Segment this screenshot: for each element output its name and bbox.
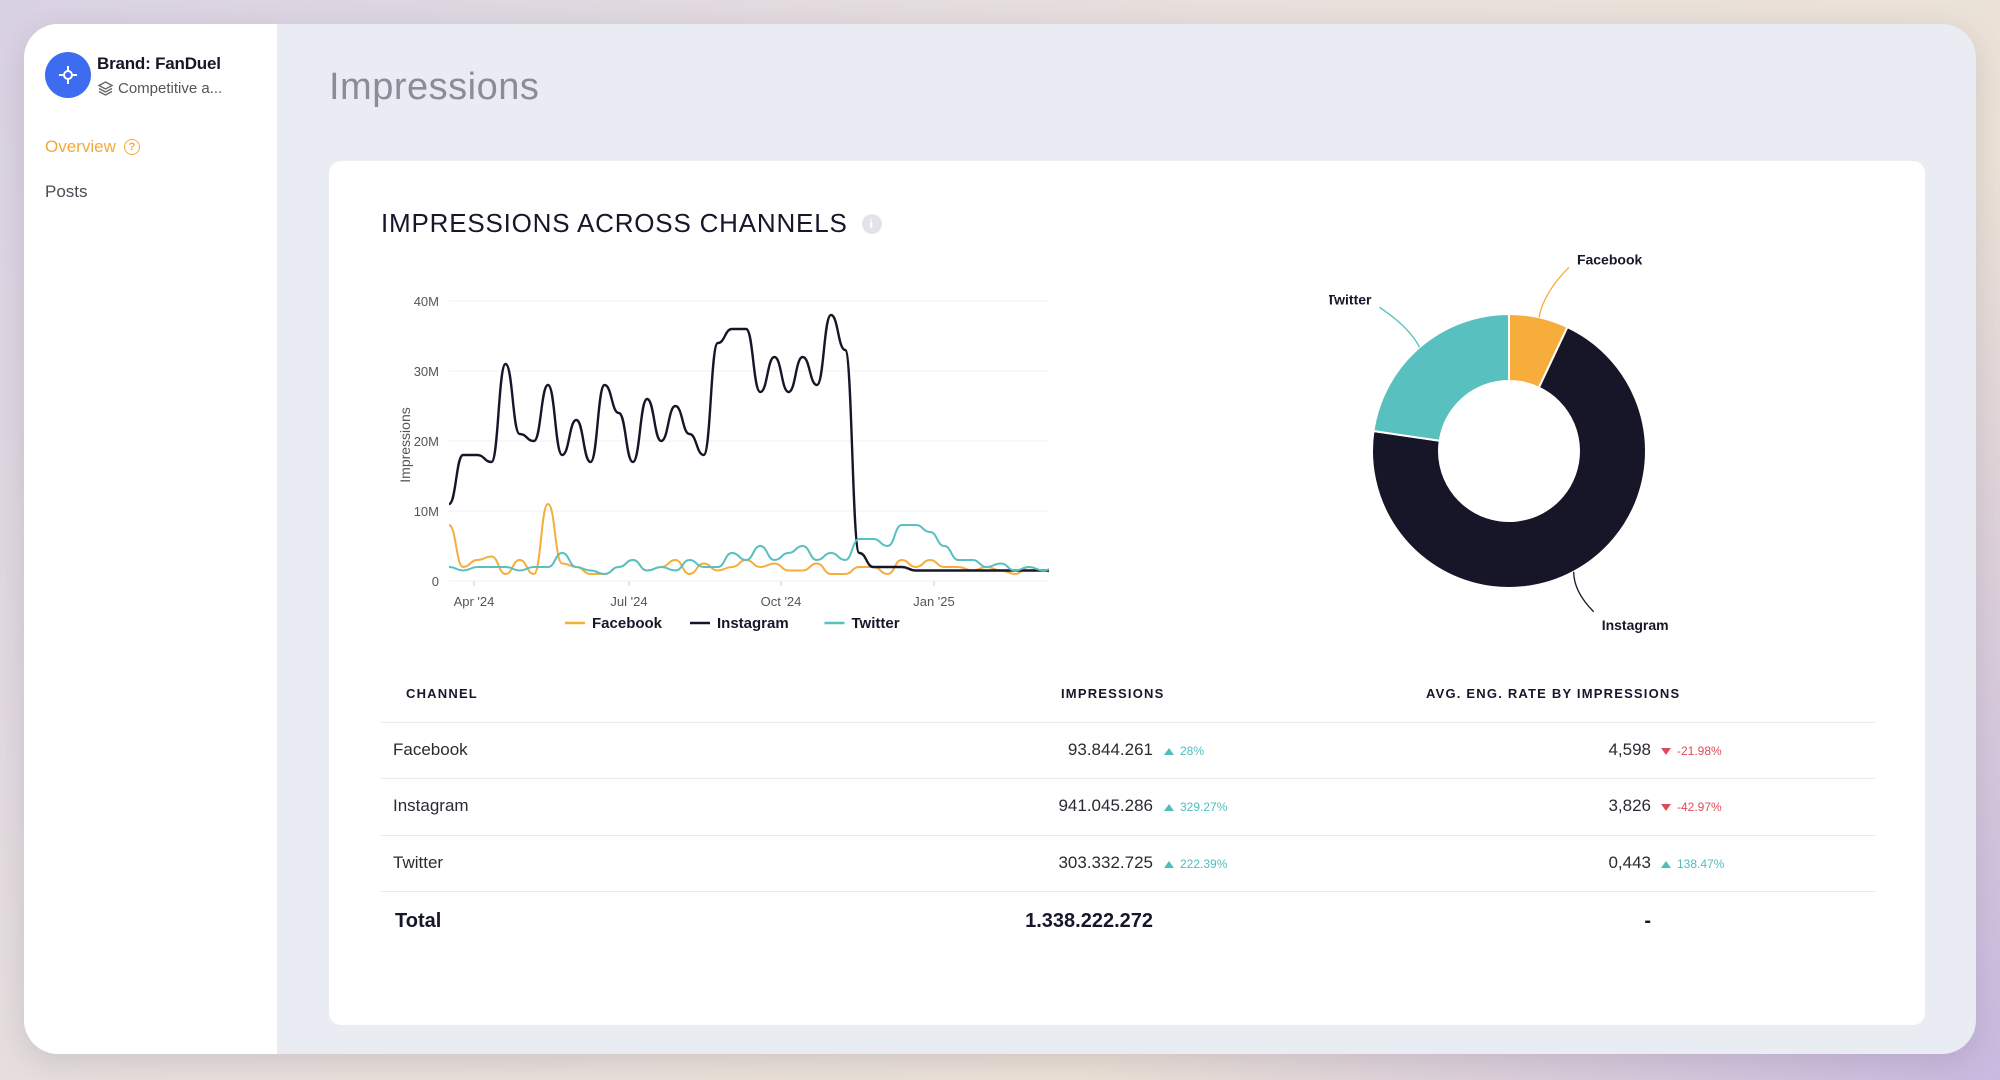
label-connector <box>1538 266 1570 318</box>
donut-label-twitter: Twitter <box>1329 291 1372 307</box>
avg-eng-change: -42.97% <box>1661 800 1722 814</box>
donut-label-instagram: Instagram <box>1602 617 1669 633</box>
header-impressions[interactable]: IMPRESSIONS <box>1061 686 1165 701</box>
x-tick-label: Jul '24 <box>610 594 647 609</box>
arrow-up-icon <box>1164 860 1174 868</box>
info-icon[interactable]: i <box>861 213 882 234</box>
avg-eng-value: 3,826 <box>1608 796 1651 815</box>
donut-slice-twitter[interactable] <box>1372 312 1510 442</box>
arrow-down-icon <box>1661 747 1671 755</box>
header-avg-eng[interactable]: AVG. ENG. RATE BY IMPRESSIONS <box>1426 686 1681 701</box>
avg-eng-change: 138.47% <box>1661 857 1724 871</box>
chart-lines <box>447 313 1049 576</box>
y-tick-label: 40M <box>414 294 439 309</box>
change-text: -42.97% <box>1677 800 1722 814</box>
x-tick-label: Apr '24 <box>454 594 495 609</box>
legend-label-twitter[interactable]: Twitter <box>852 615 900 632</box>
card-title-text: IMPRESSIONS ACROSS CHANNELS <box>381 208 848 238</box>
impressions-change: 28% <box>1164 744 1204 758</box>
chart-grid <box>449 300 1049 582</box>
table-row: Twitter 303.332.725 222.39% 0,443 138.47… <box>381 835 1875 892</box>
channel-name: Facebook <box>393 740 468 759</box>
card-title: IMPRESSIONS ACROSS CHANNELS i <box>381 208 882 239</box>
brand-subtitle-text: Competitive a... <box>118 80 223 97</box>
avg-eng-value: 4,598 <box>1608 740 1651 759</box>
impressions-change: 222.39% <box>1164 857 1227 871</box>
label-connector <box>1573 571 1595 613</box>
nav-overview-label: Overview <box>45 137 116 156</box>
table-row: Facebook 93.844.261 28% 4,598 -21.98% <box>381 722 1875 779</box>
impressions-value: 303.332.725 <box>1058 853 1153 872</box>
label-connector <box>1379 306 1421 348</box>
avg-eng-value: 0,443 <box>1608 853 1651 872</box>
series-line-instagram[interactable] <box>447 313 1049 574</box>
y-axis-label: Impressions <box>397 407 413 482</box>
change-text: 28% <box>1180 744 1205 758</box>
layers-icon <box>97 81 114 96</box>
help-icon[interactable]: ? <box>123 139 140 155</box>
arrow-up-icon <box>1661 860 1671 868</box>
series-line-twitter[interactable] <box>448 524 1049 576</box>
donut-labels: Facebook Instagram Twitter <box>1329 251 1669 632</box>
change-text: 138.47% <box>1677 857 1725 871</box>
brand-title[interactable]: Brand: FanDuel <box>97 54 221 73</box>
x-ticks: Apr '24 Jul '24 Oct '24 Jan '25 <box>454 581 955 609</box>
total-avg-eng: - <box>1644 910 1651 932</box>
donut-chart: Facebook Instagram Twitter <box>1329 251 1669 632</box>
legend-label-instagram[interactable]: Instagram <box>717 615 789 632</box>
table-total-row: Total 1.338.222.272 - <box>381 891 1875 948</box>
y-tick-label: 10M <box>414 504 439 519</box>
impressions-value: 93.844.261 <box>1067 740 1153 759</box>
arrow-up-icon <box>1164 803 1174 811</box>
donut-slices <box>1371 312 1647 589</box>
avg-eng-change: -21.98% <box>1661 744 1722 758</box>
arrow-down-icon <box>1661 803 1671 811</box>
change-text: 222.39% <box>1180 857 1228 871</box>
total-impressions: 1.338.222.272 <box>1025 910 1153 932</box>
nav-posts[interactable]: Posts <box>45 182 88 201</box>
donut-label-facebook: Facebook <box>1577 251 1643 267</box>
arrow-up-icon <box>1164 747 1174 755</box>
change-text: 329.27% <box>1180 800 1228 814</box>
impressions-card: IMPRESSIONS ACROSS CHANNELS i Impression… <box>329 161 1925 1025</box>
impressions-value: 941.045.286 <box>1058 796 1153 815</box>
y-tick-label: 30M <box>414 364 439 379</box>
channel-name: Instagram <box>393 796 469 815</box>
brand-subtitle[interactable]: Competitive a... <box>97 80 222 97</box>
chart-legend: Facebook Instagram Twitter <box>565 615 900 632</box>
legend-label-facebook[interactable]: Facebook <box>592 615 663 632</box>
header-channel[interactable]: CHANNEL <box>406 686 478 701</box>
table-row: Instagram 941.045.286 329.27% 3,826 -42.… <box>381 778 1875 835</box>
y-tick-label: 0 <box>432 574 439 589</box>
donut-slice-instagram[interactable] <box>1371 325 1647 589</box>
x-tick-label: Jan '25 <box>913 594 955 609</box>
app-window: Brand: FanDuel Competitive a... Overview… <box>24 24 1976 1054</box>
y-ticks: 40M 30M 20M 10M 0 <box>414 294 439 589</box>
line-chart: Impressions 40M 30M 20M 10M 0 Apr '24 Jul '24… <box>397 294 1049 632</box>
impressions-change: 329.27% <box>1164 800 1227 814</box>
x-tick-label: Oct '24 <box>761 594 802 609</box>
total-label: Total <box>395 910 442 932</box>
y-tick-label: 20M <box>414 434 439 449</box>
sidebar: Brand: FanDuel Competitive a... Overview… <box>24 24 277 1054</box>
nav-overview[interactable]: Overview ? <box>45 137 140 157</box>
crosshair-icon <box>59 66 77 84</box>
page-title: Impressions <box>329 66 540 108</box>
channel-name: Twitter <box>393 853 444 872</box>
brand-avatar[interactable] <box>45 52 91 98</box>
change-text: -21.98% <box>1677 744 1722 758</box>
